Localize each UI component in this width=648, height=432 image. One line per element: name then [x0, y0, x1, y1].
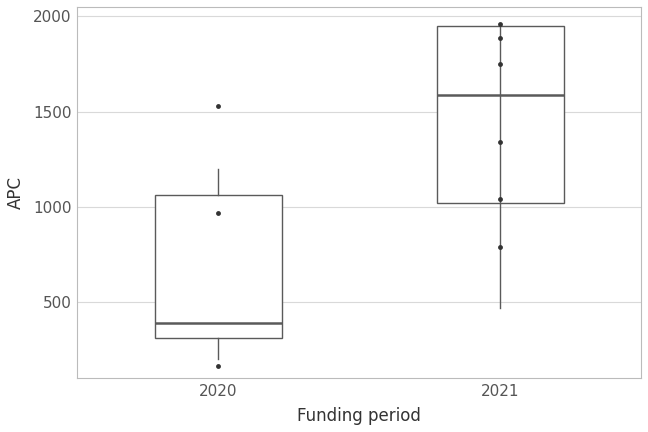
Point [495, 243, 505, 250]
Bar [437, 26, 564, 203]
Point [495, 196, 505, 203]
Point [495, 139, 505, 146]
Point [213, 362, 224, 369]
X-axis label: Funding period: Funding period [297, 407, 421, 425]
Point [213, 102, 224, 109]
Bar [155, 195, 282, 338]
Point [213, 209, 224, 216]
Point [495, 60, 505, 67]
Point [495, 21, 505, 28]
Y-axis label: APC: APC [7, 176, 25, 209]
Point [495, 35, 505, 42]
